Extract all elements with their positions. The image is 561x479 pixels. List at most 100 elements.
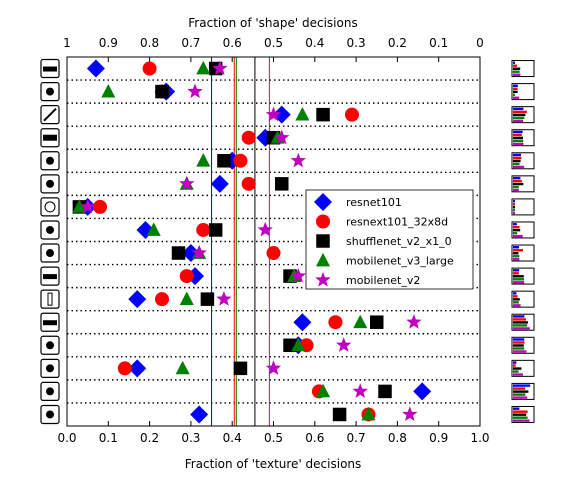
legend: resnet101 resnext101_32x8d shufflenet_v2_x… <box>305 189 474 290</box>
marker-mobilenet_v2-cat <box>191 244 207 260</box>
bird-icon <box>40 335 60 355</box>
marker-resnet101-truck <box>86 59 105 78</box>
x-tick-label: 0.1 <box>99 431 118 445</box>
marker-resnext101_32x8d-bottle <box>154 292 170 307</box>
top-tick-label: 0.8 <box>140 36 159 50</box>
x-tick-label: 0.6 <box>305 431 324 445</box>
legend-label: mobilenet_v2 <box>346 274 420 287</box>
marker-shufflenet_v2_x1_0-oven <box>155 84 169 99</box>
marker-mobilenet_v3_large-bear <box>316 383 331 398</box>
x-tick-label: 0.2 <box>140 431 159 445</box>
marker-mobilenet_v3_large-truck <box>196 60 211 75</box>
marker-resnet101-dog <box>210 174 229 193</box>
marker-mobilenet_v3_large-airplane <box>361 406 376 421</box>
boat-icon <box>40 312 60 332</box>
marker-mobilenet_v2-knife <box>265 106 282 122</box>
x-tick-label: 0.7 <box>347 431 366 445</box>
x-tick-label: 0.0 <box>57 431 76 445</box>
thumbnail-clock <box>511 198 535 216</box>
thumbnail-elephant <box>511 152 535 170</box>
top-axis: 1 0.9 0.8 0.7 0.6 0.5 0.4 0.3 0.2 0.1 0 <box>63 36 484 62</box>
legend-label: shufflenet_v2_x1_0 <box>346 235 452 248</box>
marker-mobilenet_v2-bear <box>352 383 368 398</box>
marker-resnext101_32x8d-keyboard <box>241 130 256 145</box>
top-tick-label: 0.4 <box>305 36 324 50</box>
top-tick-label: 0.6 <box>223 36 242 50</box>
marker-mobilenet_v2-boat <box>406 314 422 329</box>
top-tick-label: 0.5 <box>264 36 283 50</box>
marker-mobilenet_v3_large-bottle <box>179 291 194 306</box>
top-tick-label: 0.9 <box>99 36 118 50</box>
clock-icon <box>40 197 60 217</box>
thumbnail-bird <box>511 336 535 354</box>
top-tick-label: 0.3 <box>347 36 366 50</box>
marker-mobilenet_v2-bicycle <box>265 360 282 375</box>
truck-icon <box>40 58 60 79</box>
marker-resnet101-bear <box>413 382 432 401</box>
bicycle-icon <box>40 358 60 378</box>
legend-label: mobilenet_v3_large <box>346 255 454 268</box>
marker-mobilenet_v2-oven <box>187 83 203 99</box>
marker-mobilenet_v2-truck <box>212 60 228 76</box>
legend-label: resnet101 <box>346 196 402 209</box>
marker-resnext101_32x8d-truck <box>142 61 157 76</box>
marker-mobilenet_v3_large-bicycle <box>175 360 190 375</box>
data-markers <box>72 59 432 424</box>
legend-label: resnext101_32x8d <box>346 216 448 229</box>
thumbnail-bear <box>511 382 535 400</box>
top-axis-label: Fraction of 'shape' decisions <box>188 16 357 30</box>
marker-resnext101_32x8d-chair <box>196 222 211 237</box>
thumbnail-dog <box>511 175 535 193</box>
car-icon <box>40 266 60 286</box>
marker-shufflenet_v2_x1_0-boat <box>370 315 384 329</box>
legend-box <box>305 189 474 290</box>
marker-shufflenet_v2_x1_0-bicycle <box>233 361 248 376</box>
marker-resnext101_32x8d-boat <box>328 315 343 330</box>
marker-resnext101_32x8d-bicycle <box>117 361 132 376</box>
marker-mobilenet_v2-car <box>290 268 306 283</box>
marker-shufflenet_v2_x1_0-cat <box>171 246 186 260</box>
keyboard-icon <box>40 128 60 148</box>
cat-icon <box>40 243 60 263</box>
category-icons <box>40 58 60 425</box>
thumbnail-chair <box>511 221 535 239</box>
elephant-icon <box>40 151 60 171</box>
marker-mobilenet_v3_large-elephant <box>196 153 211 167</box>
marker-shufflenet_v2_x1_0-dog <box>275 177 289 191</box>
bottle-icon <box>40 289 60 309</box>
marker-mobilenet_v2-bottle <box>216 291 232 306</box>
dog-icon <box>40 174 60 194</box>
top-tick-label: 1 <box>63 36 71 50</box>
marker-resnext101_32x8d-car <box>179 269 194 284</box>
x-tick-label: 0.8 <box>388 431 407 445</box>
row-separators <box>67 79 480 404</box>
marker-mobilenet_v2-clock <box>79 198 96 214</box>
marker-shufflenet_v2_x1_0-airplane <box>332 407 347 422</box>
legend-marker-mobilenet_v2 <box>315 271 331 287</box>
marker-mobilenet_v2-keyboard <box>274 129 290 145</box>
marker-mobilenet_v3_large-bird <box>291 337 306 352</box>
thumbnail-cat <box>511 244 535 262</box>
marker-resnext101_32x8d-elephant <box>233 153 248 168</box>
marker-mobilenet_v2-chair <box>257 221 273 237</box>
oven-icon <box>40 81 60 102</box>
thumbnail-bottle <box>511 290 535 308</box>
top-tick-label: 0 <box>476 36 484 50</box>
x-tick-label: 0.4 <box>223 431 242 445</box>
x-tick-label: 0.3 <box>181 431 200 445</box>
marker-mobilenet_v2-elephant <box>290 152 306 168</box>
bear-icon <box>40 381 60 402</box>
thumbnail-knife <box>511 106 535 124</box>
thumbnail-truck <box>511 60 535 78</box>
marker-resnet101-bicycle <box>128 359 147 378</box>
marker-mobilenet_v2-airplane <box>402 406 418 421</box>
legend-marker-resnet101 <box>314 193 332 211</box>
marker-mobilenet_v3_large-boat <box>353 314 368 329</box>
marker-mobilenet_v2-dog <box>179 175 195 191</box>
marker-resnet101-airplane <box>190 405 209 424</box>
x-axis-label: Fraction of 'texture' decisions <box>185 457 362 471</box>
x-tick-label: 0.9 <box>429 431 448 445</box>
knife-icon <box>40 105 60 125</box>
marker-mobilenet_v3_large-oven <box>101 83 116 98</box>
